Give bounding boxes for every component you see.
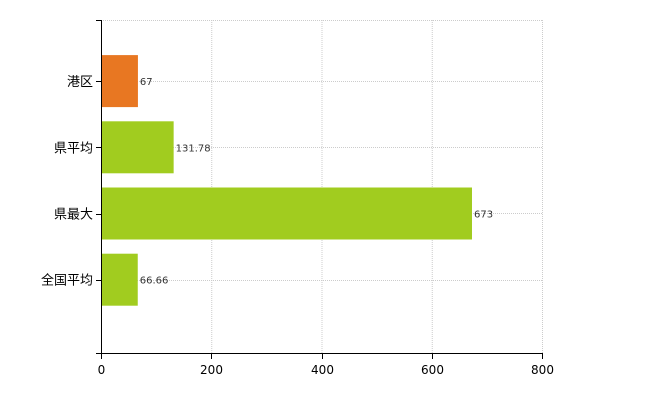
bar-3 bbox=[102, 253, 138, 306]
x-tick-label-3: 600 bbox=[421, 363, 444, 377]
category-label-2: 県最大 bbox=[54, 208, 93, 223]
grid-lines bbox=[101, 20, 543, 353]
x-tick-label-4: 800 bbox=[531, 363, 554, 377]
data-label-0: 67 bbox=[140, 77, 153, 88]
bar-1 bbox=[102, 121, 174, 174]
data-label-3: 66.66 bbox=[140, 276, 169, 287]
bar-2 bbox=[102, 187, 472, 240]
x-tick-label-1: 200 bbox=[200, 363, 223, 377]
bars bbox=[102, 55, 472, 306]
x-tick-label-2: 400 bbox=[311, 363, 334, 377]
category-label-0: 港区 bbox=[67, 75, 93, 90]
x-tick-label-0: 0 bbox=[98, 363, 106, 377]
axes bbox=[96, 20, 543, 359]
data-label-2: 673 bbox=[474, 210, 493, 221]
bar-0 bbox=[102, 55, 138, 108]
category-label-1: 県平均 bbox=[54, 141, 93, 156]
data-label-1: 131.78 bbox=[176, 143, 211, 154]
category-label-3: 全国平均 bbox=[41, 273, 93, 289]
